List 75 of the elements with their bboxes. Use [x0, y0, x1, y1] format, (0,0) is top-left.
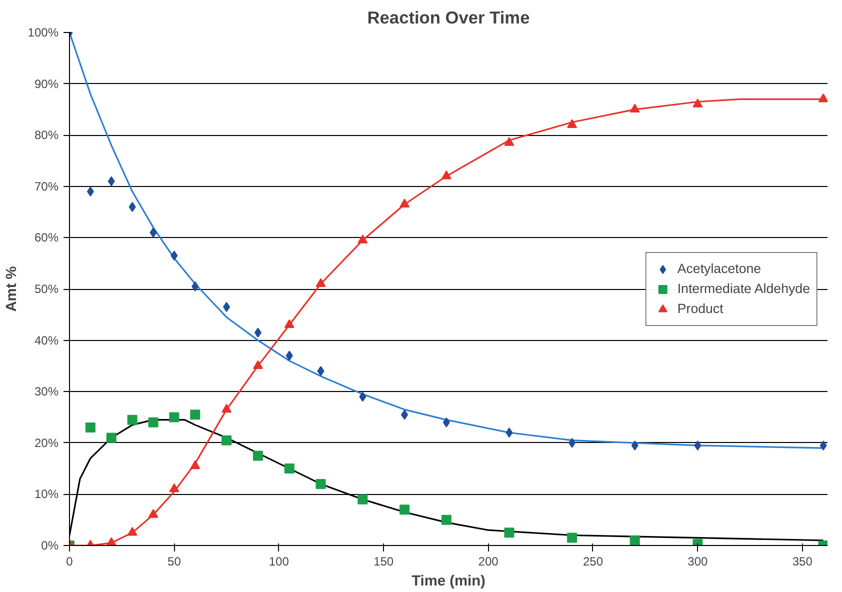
point — [222, 404, 232, 413]
point — [190, 410, 200, 420]
point — [504, 137, 514, 146]
y-tick-label: 90% — [34, 76, 59, 91]
point — [504, 528, 514, 538]
point — [401, 410, 408, 420]
legend-label: Acetylacetone — [677, 261, 762, 276]
point — [506, 428, 513, 438]
point — [818, 93, 828, 102]
point — [170, 250, 178, 261]
point — [820, 440, 827, 450]
point — [169, 483, 180, 492]
point — [359, 392, 366, 402]
point — [127, 414, 138, 425]
point — [148, 509, 158, 518]
point — [254, 328, 262, 338]
x-tick-label: 300 — [688, 554, 708, 568]
point — [316, 478, 326, 489]
point — [284, 464, 294, 474]
x-axis-title: Time (min) — [412, 574, 486, 590]
point — [148, 417, 158, 428]
point — [284, 319, 294, 328]
point — [286, 350, 293, 361]
point — [223, 302, 230, 312]
point — [567, 532, 578, 543]
point — [252, 450, 263, 461]
y-tick-label: 20% — [34, 436, 59, 450]
legend-label: Intermediate Aldehyde — [677, 281, 810, 296]
point — [150, 228, 157, 238]
x-tick-label: 100 — [268, 554, 290, 568]
point — [567, 119, 578, 128]
point — [222, 435, 232, 446]
point — [631, 440, 638, 450]
point — [128, 202, 136, 212]
y-tick-label: 0% — [41, 538, 59, 552]
point — [441, 514, 452, 525]
point — [252, 360, 263, 370]
y-tick-label: 10% — [34, 487, 59, 502]
y-tick-label: 60% — [34, 230, 59, 245]
x-tick-label: 250 — [582, 554, 604, 568]
y-tick-label: 100% — [28, 26, 59, 40]
point — [358, 494, 368, 504]
point — [630, 535, 640, 546]
legend-label: Product — [677, 301, 724, 316]
point — [568, 438, 576, 448]
point — [441, 170, 452, 180]
point — [692, 98, 703, 108]
point — [169, 412, 180, 422]
point — [630, 104, 640, 113]
point — [400, 198, 410, 208]
point — [85, 422, 96, 433]
x-tick-label: 350 — [792, 554, 813, 568]
y-tick-label: 80% — [34, 128, 59, 142]
y-tick-label: 40% — [34, 333, 59, 348]
point — [127, 526, 138, 536]
y-tick-label: 50% — [34, 282, 59, 296]
y-tick-label: 30% — [34, 384, 59, 399]
x-tick-label: 0 — [66, 554, 74, 568]
chart-title: Reaction Over Time — [367, 8, 530, 28]
point — [694, 440, 702, 450]
y-axis-title: Amt % — [4, 266, 20, 312]
x-tick-label: 200 — [478, 554, 499, 568]
point — [400, 504, 410, 515]
y-tick-label: 70% — [34, 179, 59, 194]
point — [106, 432, 116, 443]
point — [358, 234, 368, 244]
x-tick-label: 50 — [168, 554, 182, 568]
point — [190, 460, 200, 470]
point — [316, 278, 326, 287]
point — [86, 186, 94, 197]
point — [442, 417, 450, 428]
point — [108, 176, 115, 186]
point — [192, 281, 199, 292]
x-tick-label: 150 — [374, 554, 394, 568]
point — [317, 366, 324, 376]
